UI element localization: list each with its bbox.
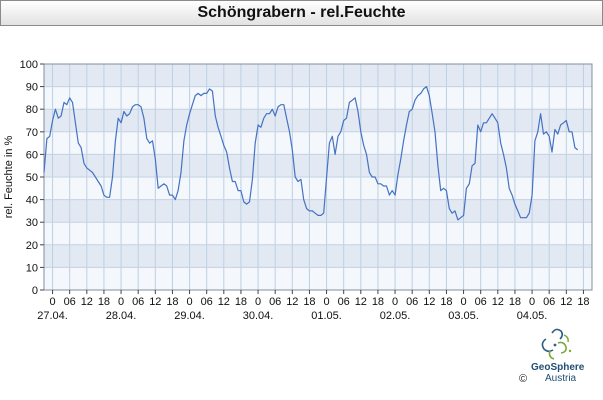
x-tick-label: 18 — [303, 296, 315, 308]
x-tick-label: 12 — [355, 296, 367, 308]
date-label: 28.04. — [106, 310, 137, 322]
date-label: 02.05. — [380, 310, 411, 322]
x-tick-label: 12 — [492, 296, 504, 308]
plot-band — [44, 177, 592, 200]
x-tick-label: 12 — [423, 296, 435, 308]
plot-band — [44, 199, 592, 223]
date-label: 04.05. — [517, 310, 548, 322]
y-tick-label: 30 — [26, 217, 38, 229]
plot-band — [44, 109, 592, 132]
x-tick-label: 18 — [440, 296, 452, 308]
plot-band — [44, 267, 592, 290]
copyright-symbol: © — [519, 373, 528, 385]
x-tick-label: 06 — [543, 296, 555, 308]
logo-subtitle: Austria — [545, 373, 577, 384]
date-label: 01.05. — [311, 310, 342, 322]
x-tick-label: 06 — [201, 296, 213, 308]
plot-band — [44, 86, 592, 110]
x-tick-label: 06 — [406, 296, 418, 308]
date-label: 29.04. — [174, 310, 205, 322]
y-tick-label: 60 — [26, 149, 38, 161]
y-tick-label: 20 — [26, 240, 38, 252]
plot-band — [44, 64, 592, 87]
x-tick-label: 18 — [166, 296, 178, 308]
x-tick-label: 0 — [324, 296, 330, 308]
x-tick-label: 18 — [235, 296, 247, 308]
x-tick-label: 18 — [98, 296, 110, 308]
chart-title: Schöngrabern - rel.Feuchte — [0, 0, 603, 26]
y-tick-label: 10 — [26, 262, 38, 274]
x-tick-label: 0 — [118, 296, 124, 308]
plot-band — [44, 154, 592, 177]
plot-band — [44, 222, 592, 245]
x-tick-label: 0 — [529, 296, 535, 308]
date-label: 03.05. — [448, 310, 479, 322]
x-tick-label: 0 — [392, 296, 398, 308]
x-tick-label: 06 — [338, 296, 350, 308]
x-tick-label: 18 — [372, 296, 384, 308]
x-tick-label: 0 — [187, 296, 193, 308]
geosphere-logo-icon — [541, 328, 572, 360]
plot-band — [44, 131, 592, 155]
date-label: 30.04. — [243, 310, 274, 322]
humidity-series-line — [43, 85, 579, 221]
y-tick-label: 0 — [32, 285, 38, 297]
logo-name: GeoSphere — [531, 362, 585, 373]
x-tick-label: 18 — [577, 296, 589, 308]
y-tick-label: 70 — [26, 127, 38, 139]
x-tick-label: 06 — [269, 296, 281, 308]
x-tick-label: 12 — [218, 296, 230, 308]
plot-band — [44, 244, 592, 268]
x-tick-label: 0 — [255, 296, 261, 308]
y-tick-label: 40 — [26, 195, 38, 207]
x-tick-label: 12 — [149, 296, 161, 308]
x-tick-label: 0 — [461, 296, 467, 308]
y-tick-label: 50 — [26, 172, 38, 184]
x-tick-label: 06 — [64, 296, 76, 308]
y-tick-label: 80 — [26, 104, 38, 116]
y-tick-label: 100 — [20, 59, 38, 71]
x-tick-label: 18 — [509, 296, 521, 308]
x-tick-label: 06 — [132, 296, 144, 308]
date-label: 27.04. — [37, 310, 68, 322]
x-tick-label: 0 — [50, 296, 56, 308]
x-tick-label: 12 — [81, 296, 93, 308]
y-tick-label: 90 — [26, 82, 38, 94]
x-tick-label: 12 — [560, 296, 572, 308]
x-tick-label: 12 — [286, 296, 298, 308]
y-axis-label: rel. Feuchte in % — [3, 136, 15, 219]
x-tick-label: 06 — [475, 296, 487, 308]
